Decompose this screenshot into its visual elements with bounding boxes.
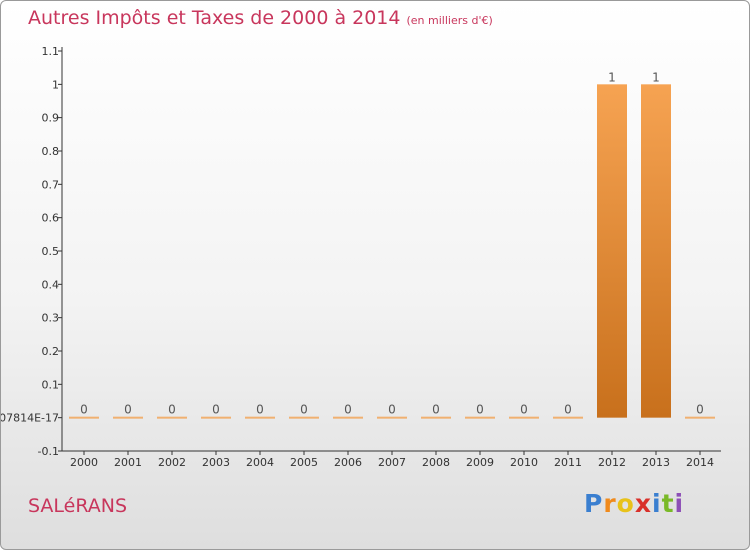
logo-letter: i — [652, 489, 662, 518]
logo-letter: P — [584, 489, 604, 518]
bar — [421, 416, 451, 419]
logo-letter: t — [661, 489, 675, 518]
bar — [245, 416, 275, 419]
x-tick-label: 2009 — [466, 456, 494, 469]
bar — [333, 416, 363, 419]
y-tick-label: -0.1 — [38, 445, 59, 458]
data-label: 0 — [256, 403, 264, 417]
data-label: 0 — [388, 403, 396, 417]
y-tick-label: 0.9 — [42, 112, 60, 125]
x-tick-label: 2006 — [334, 456, 362, 469]
data-label: 0 — [300, 403, 308, 417]
logo-letter: x — [634, 489, 652, 518]
y-tick-label: 0.8 — [42, 145, 60, 158]
y-tick-label: 0.2 — [42, 345, 60, 358]
x-tick-label: 2002 — [158, 456, 186, 469]
bar — [465, 416, 495, 419]
data-label: 1 — [652, 70, 660, 84]
data-label: 0 — [476, 403, 484, 417]
bar — [685, 416, 715, 419]
y-tick-label: 0.6 — [42, 212, 60, 225]
logo-letter: o — [616, 489, 635, 518]
x-tick-label: 2011 — [554, 456, 582, 469]
data-label: 0 — [80, 403, 88, 417]
y-tick-label: 0.4 — [42, 278, 60, 291]
x-tick-label: 2004 — [246, 456, 274, 469]
data-label: 0 — [124, 403, 132, 417]
y-tick-label: 1.3877787807814E-17 — [1, 412, 59, 425]
bar — [641, 84, 671, 418]
x-tick-label: 2007 — [378, 456, 406, 469]
bar — [289, 416, 319, 419]
data-label: 0 — [432, 403, 440, 417]
bar — [597, 84, 627, 418]
bar — [377, 416, 407, 419]
bar — [201, 416, 231, 419]
chart-title-block: Autres Impôts et Taxes de 2000 à 2014 (en… — [28, 7, 493, 29]
y-tick-label: 1 — [52, 78, 59, 91]
logo-letter: r — [603, 489, 617, 518]
bar — [509, 416, 539, 419]
proxiti-logo: Proxiti — [584, 489, 684, 518]
data-label: 0 — [520, 403, 528, 417]
x-tick-label: 2012 — [598, 456, 626, 469]
bar — [113, 416, 143, 419]
chart-title: Autres Impôts et Taxes de 2000 à 2014 — [28, 7, 401, 29]
x-tick-label: 2008 — [422, 456, 450, 469]
data-label: 0 — [168, 403, 176, 417]
y-tick-label: 1.1 — [42, 45, 60, 58]
bar — [69, 416, 99, 419]
commune-name: SALéRANS — [28, 495, 128, 517]
x-tick-label: 2010 — [510, 456, 538, 469]
data-label: 1 — [608, 70, 616, 84]
x-tick-label: 2000 — [70, 456, 98, 469]
data-label: 0 — [344, 403, 352, 417]
x-tick-label: 2001 — [114, 456, 142, 469]
x-tick-label: 2003 — [202, 456, 230, 469]
x-tick-label: 2014 — [686, 456, 714, 469]
x-tick-label: 2013 — [642, 456, 670, 469]
logo-letter: i — [674, 489, 685, 518]
data-label: 0 — [696, 403, 704, 417]
chart-unit: (en milliers d'€) — [406, 14, 493, 27]
y-tick-label: 0.3 — [42, 312, 60, 325]
y-tick-label: 0.5 — [42, 245, 60, 258]
data-label: 0 — [212, 403, 220, 417]
bar — [157, 416, 187, 419]
y-tick-label: 0.7 — [42, 178, 60, 191]
y-tick-label: 0.1 — [42, 378, 60, 391]
data-label: 0 — [564, 403, 572, 417]
bar — [553, 416, 583, 419]
x-tick-label: 2005 — [290, 456, 318, 469]
